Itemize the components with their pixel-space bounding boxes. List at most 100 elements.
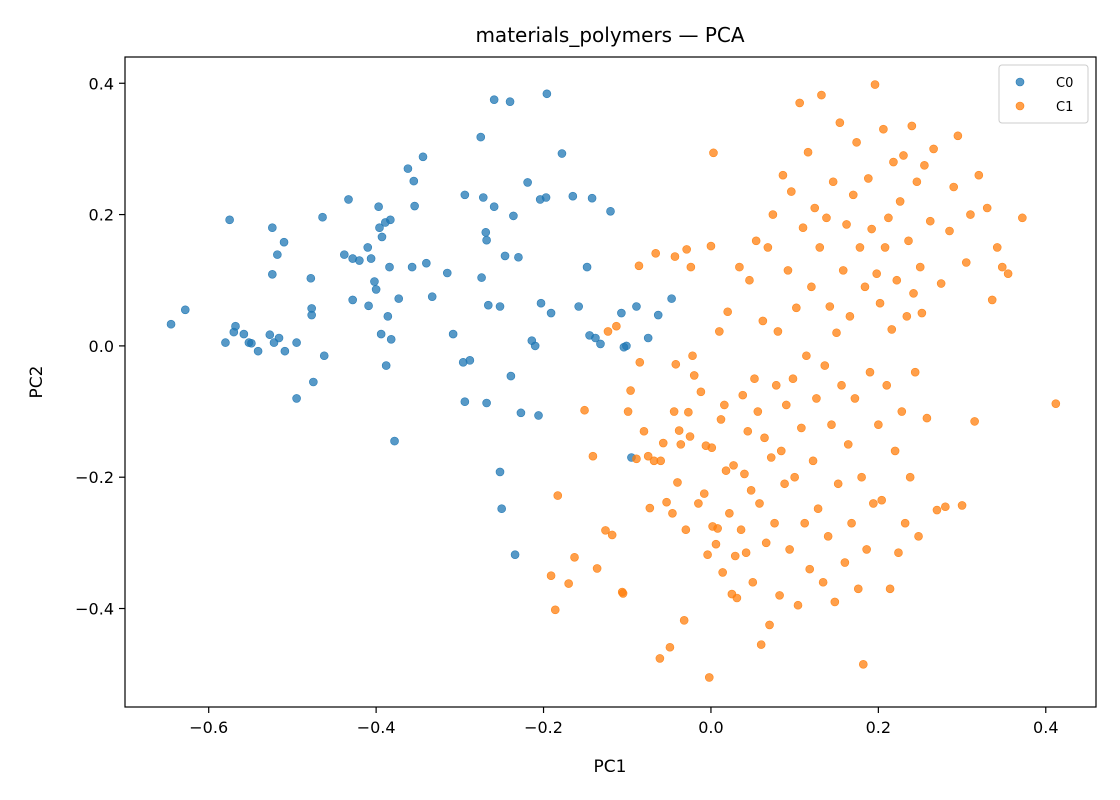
point-c0-23: [309, 377, 318, 387]
point-c1-30: [669, 407, 679, 416]
point-c0-39: [377, 232, 387, 242]
point-c1-82: [760, 433, 769, 443]
point-c1-4: [570, 552, 579, 562]
point-c1-116: [817, 90, 826, 100]
point-c1-59: [720, 400, 729, 410]
point-c1-180: [929, 144, 938, 154]
point-c1-65: [730, 551, 740, 561]
point-c1-128: [837, 380, 846, 390]
point-c1-73: [745, 275, 754, 285]
point-c1-138: [853, 584, 863, 594]
point-c0-3: [225, 215, 234, 225]
point-c1-46: [699, 489, 709, 498]
point-c1-101: [792, 303, 801, 313]
point-c0-36: [374, 202, 383, 211]
point-c1-130: [840, 558, 850, 567]
point-c0-16: [279, 237, 289, 247]
point-c1-198: [1051, 399, 1061, 408]
y-axis: −0.4 −0.2 0.0 0.2 0.4: [75, 74, 125, 619]
point-c1-172: [910, 367, 920, 377]
legend-marker-c0: [1015, 77, 1025, 87]
point-c0-82: [530, 341, 540, 351]
point-c1-68: [736, 525, 746, 535]
point-c0-65: [482, 235, 491, 245]
point-c1-139: [855, 243, 865, 252]
point-c1-147: [869, 499, 878, 508]
point-c0-15: [274, 333, 284, 343]
point-c1-80: [756, 640, 766, 649]
point-c0-104: [653, 310, 663, 320]
point-c1-36: [679, 616, 689, 625]
x-tick-label: −0.2: [524, 718, 563, 737]
point-c1-84: [763, 243, 773, 252]
point-c0-43: [385, 262, 394, 272]
point-c1-127: [835, 118, 845, 127]
point-c0-91: [574, 302, 583, 311]
point-c1-23: [651, 249, 661, 258]
point-c1-106: [800, 518, 810, 528]
point-c1-69: [738, 390, 748, 400]
point-c0-87: [542, 89, 552, 99]
point-c1-40: [685, 432, 695, 441]
point-c1-92: [776, 446, 786, 456]
point-c0-71: [495, 467, 505, 477]
point-c1-48: [703, 550, 712, 559]
point-c0-85: [536, 298, 546, 308]
point-c1-117: [818, 577, 828, 587]
point-c0-41: [381, 361, 391, 370]
y-tick-label: −0.4: [75, 600, 114, 619]
point-c0-105: [667, 294, 676, 303]
point-c0-102: [632, 302, 641, 311]
point-c0-53: [422, 258, 431, 268]
point-c1-188: [961, 258, 971, 267]
point-c1-161: [892, 275, 902, 285]
point-c0-22: [307, 304, 316, 313]
point-c1-169: [905, 472, 915, 482]
point-c0-88: [546, 308, 556, 318]
point-c1-38: [682, 245, 691, 254]
point-c1-140: [857, 472, 866, 482]
point-c1-77: [751, 236, 761, 246]
point-c1-91: [775, 591, 784, 600]
point-c1-21: [645, 503, 655, 513]
point-c1-120: [823, 531, 833, 541]
point-c1-44: [694, 499, 703, 508]
point-c1-136: [850, 394, 860, 403]
point-c1-167: [902, 312, 912, 321]
point-c0-64: [481, 228, 491, 237]
point-c1-50: [706, 241, 716, 251]
point-c1-173: [912, 177, 922, 187]
point-c0-37: [375, 223, 384, 233]
point-c1-45: [696, 387, 706, 397]
point-c0-92: [582, 262, 592, 272]
point-c1-34: [674, 426, 684, 435]
point-c0-94: [587, 193, 597, 203]
point-c1-102: [793, 600, 803, 610]
point-c1-168: [904, 236, 913, 246]
point-c1-154: [880, 243, 890, 252]
point-c0-73: [500, 251, 510, 261]
point-c0-32: [364, 301, 373, 311]
point-c1-110: [807, 282, 816, 292]
point-c1-145: [865, 367, 875, 377]
point-c0-103: [643, 333, 653, 343]
point-c1-54: [711, 539, 721, 549]
point-c1-97: [785, 545, 794, 554]
point-c1-148: [870, 80, 880, 89]
point-c1-185: [949, 182, 959, 192]
point-c1-88: [770, 518, 779, 528]
point-c1-179: [925, 216, 935, 226]
point-c0-29: [348, 295, 357, 305]
point-c1-171: [909, 289, 918, 298]
point-c1-6: [588, 451, 598, 461]
point-c0-35: [371, 285, 381, 294]
point-c1-31: [670, 252, 680, 261]
point-c0-90: [568, 191, 578, 201]
point-c0-66: [482, 398, 491, 408]
point-c1-78: [753, 407, 763, 416]
point-c1-86: [766, 453, 776, 462]
point-c0-69: [489, 202, 499, 211]
legend: C0 C1: [998, 64, 1089, 124]
y-axis-label: PC2: [27, 366, 47, 399]
point-c1-5: [580, 405, 589, 415]
